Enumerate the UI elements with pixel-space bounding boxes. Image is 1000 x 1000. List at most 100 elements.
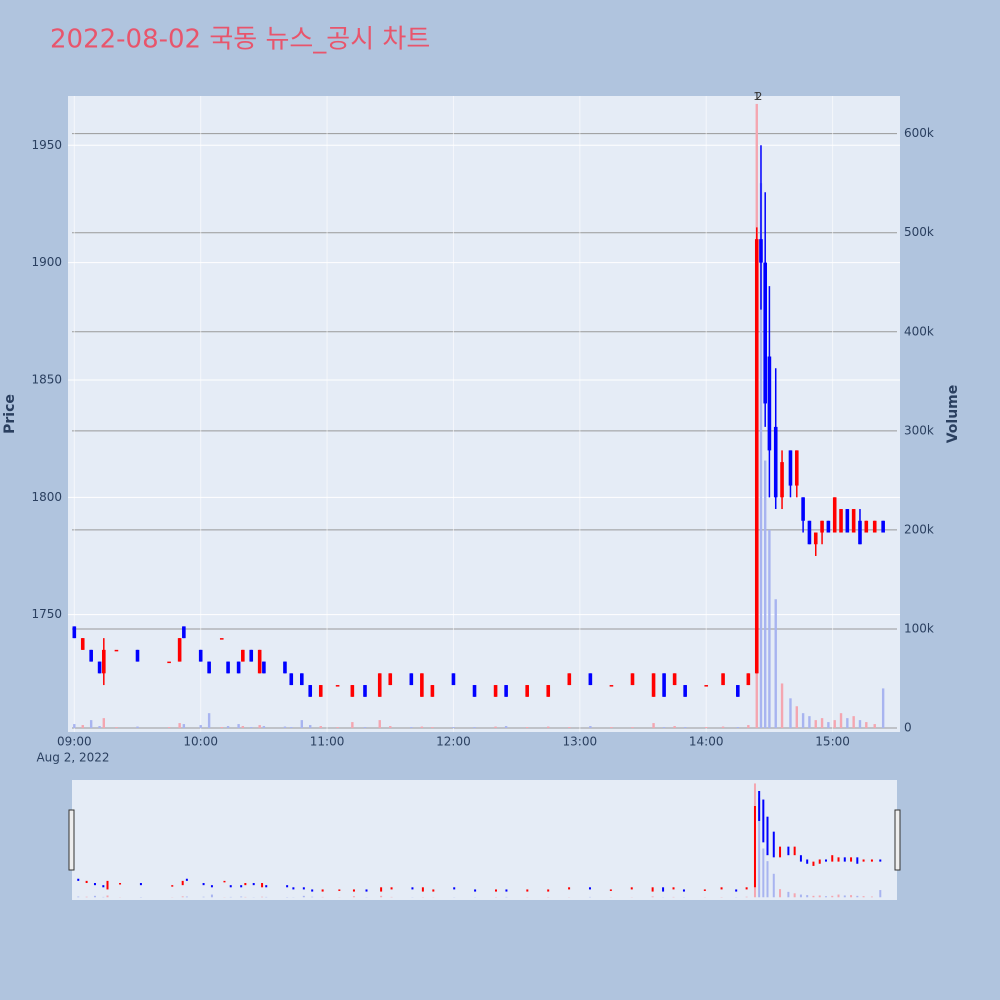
candle-body xyxy=(257,649,262,674)
slider-volume-bar xyxy=(181,896,184,898)
slider-volume-bar xyxy=(77,896,80,898)
volume-bar xyxy=(389,726,392,729)
candle-body xyxy=(845,509,850,533)
volume-bar xyxy=(662,727,666,729)
x-tick-label: 09:00 xyxy=(57,735,92,749)
candle-body xyxy=(207,661,211,674)
candle-body xyxy=(801,497,805,521)
slider-volume-bar xyxy=(862,896,865,898)
volume-bar xyxy=(683,727,687,729)
slider-volume-bar xyxy=(210,894,213,898)
candle-body xyxy=(318,685,323,697)
y-tick-label: 1750 xyxy=(31,607,62,621)
candle-body xyxy=(851,509,856,533)
candle-body xyxy=(114,649,119,652)
candle-body xyxy=(236,661,241,674)
slider-volume-bar xyxy=(766,861,769,898)
slider-volume-bar xyxy=(818,895,821,898)
candle-body xyxy=(350,685,355,697)
y2-tick-label: 0 xyxy=(904,721,912,735)
volume-bar xyxy=(220,727,223,729)
slider-handle[interactable] xyxy=(68,809,75,871)
candle-body xyxy=(881,520,885,533)
volume-bar xyxy=(763,460,767,729)
volume-bar xyxy=(115,727,118,729)
x-tick-label: 11:00 xyxy=(310,735,345,749)
volume-bar xyxy=(827,722,830,729)
volume-bar xyxy=(336,727,339,729)
slider-volume-bar xyxy=(843,895,846,898)
volume-bar xyxy=(852,716,855,729)
slider-volume-bar xyxy=(302,895,305,898)
candle-body xyxy=(820,520,824,533)
volume-bar xyxy=(300,720,304,729)
candle-body xyxy=(763,262,767,404)
volume-bar xyxy=(774,599,777,729)
candle-body xyxy=(219,638,224,640)
volume-bar xyxy=(610,727,613,729)
candle-body xyxy=(839,509,843,533)
slider-volume-bar xyxy=(812,895,815,898)
slider-handle[interactable] xyxy=(894,809,901,871)
volume-bar xyxy=(858,720,862,729)
candle-body xyxy=(167,661,171,664)
slider-volume-bar xyxy=(93,895,96,898)
candle-body xyxy=(858,520,862,545)
candle-body xyxy=(89,649,93,662)
volume-bar xyxy=(846,718,849,729)
volume-bar xyxy=(568,727,571,729)
y2-tick-label: 600k xyxy=(904,126,934,140)
x-tick-label: 12:00 xyxy=(436,735,471,749)
volume-bar xyxy=(226,726,230,729)
annotation: 2 xyxy=(755,90,762,103)
candle-body xyxy=(759,239,763,263)
candle-body xyxy=(683,685,687,697)
slider-volume-bar xyxy=(779,889,782,898)
volume-bar xyxy=(420,726,424,729)
candle-body xyxy=(308,685,313,697)
volume-bar xyxy=(865,722,868,729)
candle-body xyxy=(226,661,230,674)
volume-bar xyxy=(504,726,508,729)
volume-bar xyxy=(241,726,245,729)
candle-body xyxy=(420,673,424,697)
slider-volume-bar xyxy=(824,896,827,898)
slider-volume-bar xyxy=(85,896,88,898)
candle-body xyxy=(241,649,245,662)
slider-volume-bar xyxy=(106,895,109,898)
candle-body xyxy=(767,356,772,451)
slider-volume-bar xyxy=(806,895,809,898)
volume-bar xyxy=(431,727,434,729)
slider-volume-bar xyxy=(850,895,853,898)
volume-bar xyxy=(473,727,476,729)
slider-volume-bar xyxy=(772,873,775,898)
candle-body xyxy=(72,626,77,639)
volume-bar xyxy=(237,724,240,729)
candle-body xyxy=(80,638,85,650)
volume-bar xyxy=(250,727,253,729)
slider-volume-bar xyxy=(202,896,205,898)
candle-body xyxy=(504,685,508,697)
volume-bar xyxy=(363,727,367,729)
volume-bar xyxy=(652,723,655,729)
y2-tick-label: 200k xyxy=(904,522,934,536)
y-axis-title: Price xyxy=(2,394,18,434)
candle-body xyxy=(813,532,818,545)
volume-bar xyxy=(81,725,84,729)
candle-body xyxy=(630,673,635,686)
slider-volume-bar xyxy=(745,896,748,898)
candle-body xyxy=(567,673,572,686)
candle-body xyxy=(97,661,102,674)
volume-bar xyxy=(178,723,181,729)
candle-body xyxy=(651,673,656,697)
candle-body xyxy=(662,673,666,697)
volume-bar xyxy=(351,722,354,729)
volume-bar xyxy=(789,698,792,729)
candle-body xyxy=(102,649,106,674)
volume-bar xyxy=(547,726,550,729)
volume-bar xyxy=(833,720,836,729)
slider-volume-bar xyxy=(879,890,882,898)
volume-bar xyxy=(525,727,529,729)
candle-body xyxy=(262,661,266,674)
